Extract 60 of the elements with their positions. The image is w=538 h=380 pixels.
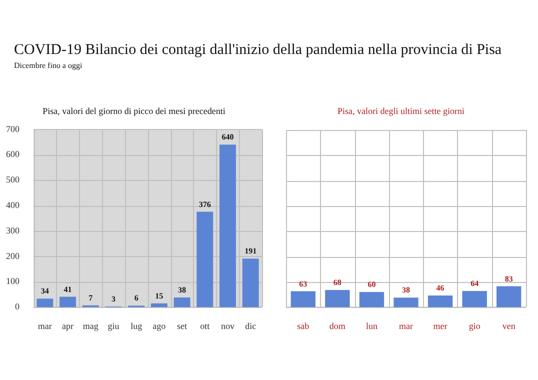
data-label: 640 [222,132,234,142]
data-label: 83 [504,274,513,284]
x-tick-label: ago [152,320,166,331]
chart-title: Pisa, valori degli ultimi sette giorni [336,105,466,118]
bar [60,296,76,308]
bar [174,298,190,308]
bar [36,298,54,308]
y-tick-label: 700 [6,124,20,134]
x-tick-label: ven [502,320,516,331]
bar [496,286,522,308]
bar [220,144,236,308]
y-tick-label: 200 [6,250,20,261]
data-label: 38 [178,286,186,295]
bar [196,212,214,308]
y-tick-label: 400 [6,200,20,210]
x-tick-label: dom [329,320,346,331]
data-label: 68 [333,278,342,288]
x-tick-label: dic [245,320,256,331]
data-label: 376 [198,200,211,209]
x-tick-label: mar [38,320,52,331]
text: Dicembre fino a oggi [14,61,84,70]
y-tick-label: 300 [6,225,20,236]
data-label: 6 [134,294,138,303]
bar [290,291,316,308]
bar [462,291,487,308]
data-label: 60 [368,280,376,290]
data-label: 7 [88,293,93,302]
x-tick-label: giu [108,320,120,331]
x-tick-label: mag [82,320,99,331]
y-tick-label: 0 [15,302,20,312]
bar [150,303,168,308]
x-tick-label: mar [399,320,413,331]
bar [242,258,259,308]
x-tick-label: gio [468,320,481,331]
data-label: 191 [244,246,257,256]
x-tick-label: apr [62,320,74,331]
data-label: 15 [155,291,164,300]
y-tick-label: 600 [6,149,20,160]
chart-title: Pisa, valori del giorno di picco dei mesi precedenti [42,105,226,118]
data-label: 41 [64,284,72,294]
bar [428,296,453,308]
data-label: 64 [470,279,479,288]
bar [325,290,350,308]
data-label: 3 [111,294,116,304]
data-label: 34 [40,286,49,296]
data-label: 46 [436,284,444,293]
x-tick-label: lug [130,320,143,331]
x-tick-label: sab [297,320,310,331]
data-label: 38 [402,286,410,295]
x-tick-label: ott [200,320,210,331]
bar [394,298,418,308]
x-tick-label: lun [366,320,378,331]
bar [359,292,384,308]
x-tick-label: nov [220,320,235,331]
y-tick-label: 100 [6,276,20,286]
y-tick-label: 500 [6,174,20,185]
data-label: 63 [299,279,308,288]
text: COVID-19 Bilancio dei contagi dall'inizio della pandemia nella provincia di Pisa [14,42,502,59]
x-tick-label: mer [433,320,448,331]
x-tick-label: set [177,320,188,331]
